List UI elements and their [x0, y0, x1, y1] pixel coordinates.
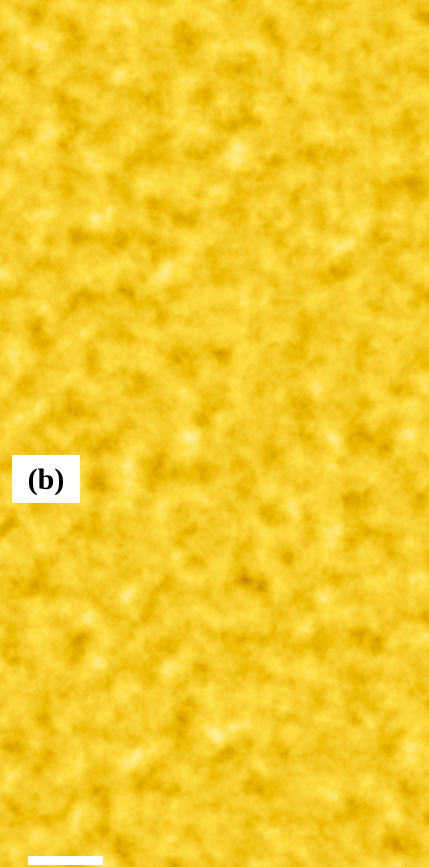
- micrograph-b: [8, 445, 421, 867]
- figure: (a) (b): [0, 0, 429, 867]
- panel-label: (b): [28, 463, 65, 496]
- panel-a: (a): [8, 0, 421, 440]
- scale-bar: [28, 856, 103, 865]
- page: (a) (b) (() => { const data = JSON.parse…: [0, 0, 429, 867]
- scale-bar: [28, 418, 114, 427]
- panel-b: (b): [8, 445, 421, 867]
- panel-label: (a): [29, 26, 64, 59]
